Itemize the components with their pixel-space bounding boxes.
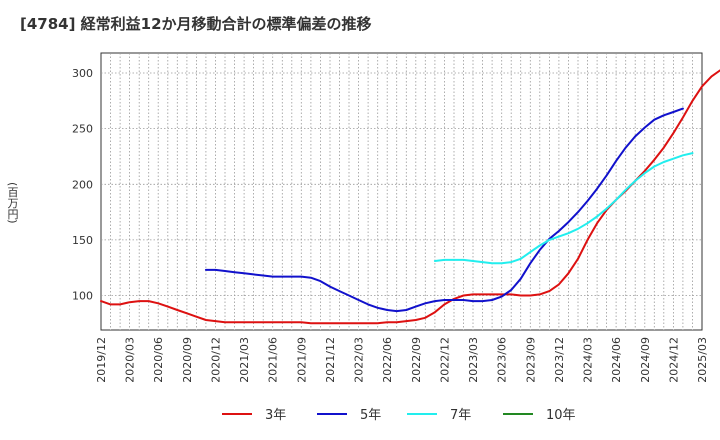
x-tick-label: 2024/09	[639, 337, 652, 383]
gridlines	[101, 53, 702, 330]
x-tick-label: 2024/12	[667, 337, 680, 383]
series-line-7年	[433, 152, 694, 265]
series-line-3年	[100, 69, 720, 325]
x-tick-label: 2019/12	[95, 337, 108, 383]
x-tick-label: 2020/03	[124, 337, 137, 383]
y-tick-label: 150	[72, 234, 93, 247]
y-tick-label: 300	[72, 67, 93, 80]
x-tick-label: 2021/12	[324, 337, 337, 383]
legend-label: 7年	[450, 408, 471, 423]
series-lines	[100, 69, 720, 325]
x-tick-label: 2020/06	[152, 337, 165, 383]
x-tick-label: 2023/09	[524, 337, 537, 383]
x-tick-label: 2021/03	[238, 337, 251, 383]
x-tick-label: 2021/09	[295, 337, 308, 383]
legend-label: 5年	[360, 408, 381, 423]
series-line-5年	[204, 107, 684, 313]
legend-label: 10年	[546, 408, 576, 423]
x-tick-label: 2022/03	[353, 337, 366, 383]
x-tick-label: 2024/06	[610, 337, 623, 383]
x-tick-label: 2022/09	[410, 337, 423, 383]
x-tick-label: 2025/03	[696, 337, 709, 383]
x-tick-label: 2022/06	[381, 337, 394, 383]
x-tick-label: 2024/03	[582, 337, 595, 383]
y-tick-labels: 100 150 200 250 300	[72, 67, 93, 303]
legend-label: 3年	[265, 408, 286, 423]
y-axis-label: (百万円)	[6, 182, 19, 224]
x-tick-label: 2020/12	[210, 337, 223, 383]
chart-title: [4784] 経常利益12か月移動合計の標準偏差の推移	[20, 15, 372, 33]
x-tick-label: 2023/12	[553, 337, 566, 383]
y-tick-label: 100	[72, 290, 93, 303]
x-tick-label: 2020/09	[181, 337, 194, 383]
legend: 3年 5年 7年 10年	[222, 408, 576, 423]
plot-area	[100, 52, 703, 331]
x-tick-label: 2023/03	[467, 337, 480, 383]
y-tick-label: 200	[72, 178, 93, 191]
y-tick-label: 250	[72, 123, 93, 136]
x-tick-label: 2021/06	[267, 337, 280, 383]
x-tick-label: 2023/06	[496, 337, 509, 383]
x-tick-labels: 2019/12 2020/03 2020/06 2020/09 2020/12 2021/…	[95, 337, 709, 383]
x-tick-label: 2022/12	[438, 337, 451, 383]
